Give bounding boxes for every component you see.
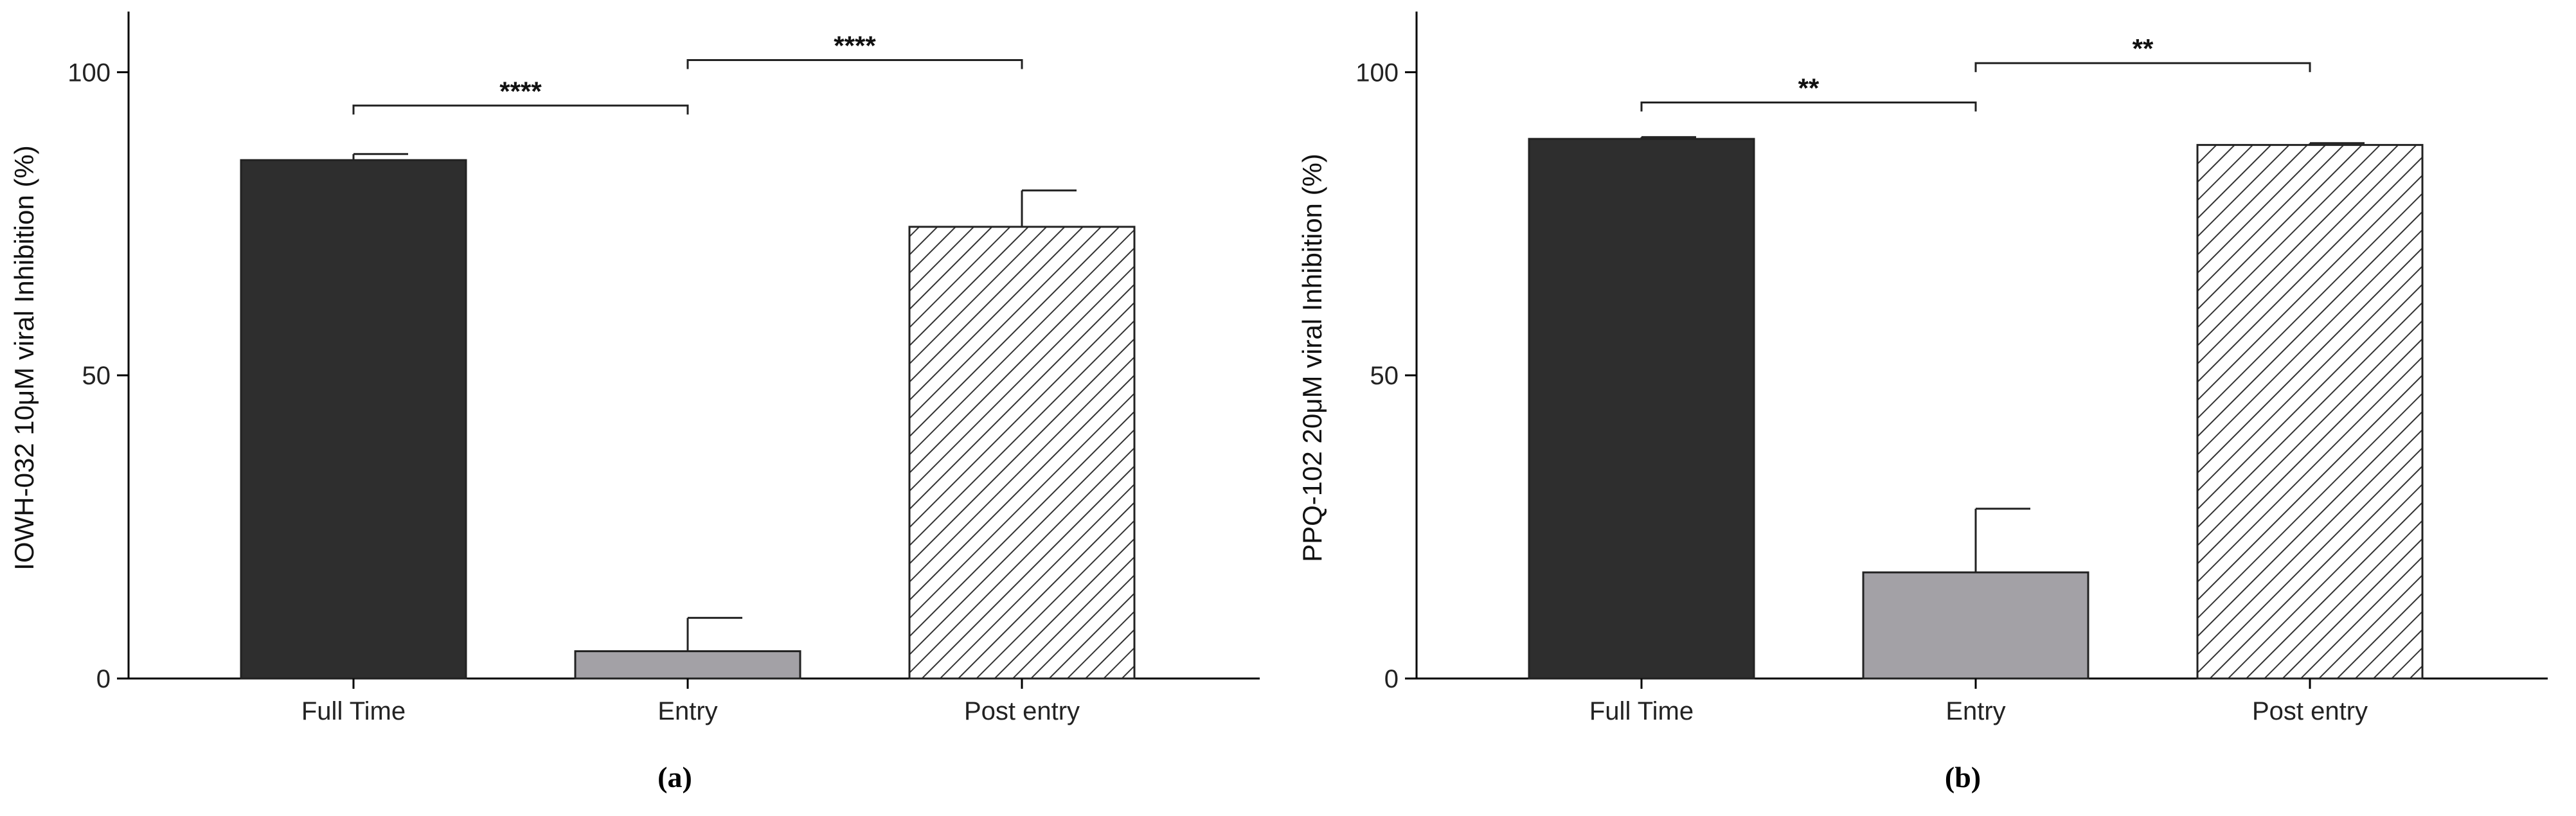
significance-label: ****	[834, 30, 876, 60]
y-tick-label: 0	[1384, 665, 1399, 693]
bar-post-entry	[2196, 144, 2424, 680]
y-tick-label: 0	[96, 665, 111, 693]
x-tick-label: Full Time	[301, 697, 406, 725]
y-tick-label: 50	[82, 362, 111, 390]
significance-bracket	[352, 104, 689, 115]
significance-bracket	[1974, 62, 2311, 73]
bar-entry	[1862, 571, 2089, 680]
chart-b-svg: 0 50 100 PPQ-102 20μM viral Inhibition (%) F…	[1297, 12, 2548, 794]
chart-panel-b: 0 50 100 PPQ-102 20μM viral Inhibition (%) F…	[1288, 0, 2576, 816]
x-tick-label: Entry	[1945, 697, 2005, 725]
y-tick-label: 100	[67, 58, 111, 87]
significance-bracket	[686, 58, 1023, 69]
y-axis-label: IOWH-032 10μM viral Inhibition (%)	[9, 145, 39, 570]
y-axis-label: PPQ-102 20μM viral Inhibition (%)	[1297, 154, 1327, 562]
chart-a-svg: 0 50 100 IOWH-032 10μM viral Inhibition (%)…	[9, 12, 1260, 794]
panel-label: (b)	[1945, 761, 1981, 794]
x-tick-label: Post entry	[2252, 697, 2368, 725]
significance-label: **	[2133, 33, 2154, 64]
significance-label: ****	[499, 76, 542, 106]
chart-panel-a: 0 50 100 IOWH-032 10μM viral Inhibition (%)…	[9, 12, 1260, 794]
x-tick-label: Entry	[657, 697, 717, 725]
bar-full-time	[1528, 137, 1755, 680]
y-tick-label: 100	[1355, 58, 1399, 87]
bar-entry	[574, 650, 801, 680]
y-tick-label: 50	[1370, 362, 1399, 390]
significance-label: **	[1798, 73, 1820, 103]
bar-post-entry	[908, 226, 1136, 680]
bar-full-time	[240, 159, 467, 680]
panel-label: (a)	[657, 761, 692, 794]
x-tick-label: Post entry	[964, 697, 1080, 725]
significance-bracket	[1640, 102, 1977, 112]
x-tick-label: Full Time	[1589, 697, 1694, 725]
